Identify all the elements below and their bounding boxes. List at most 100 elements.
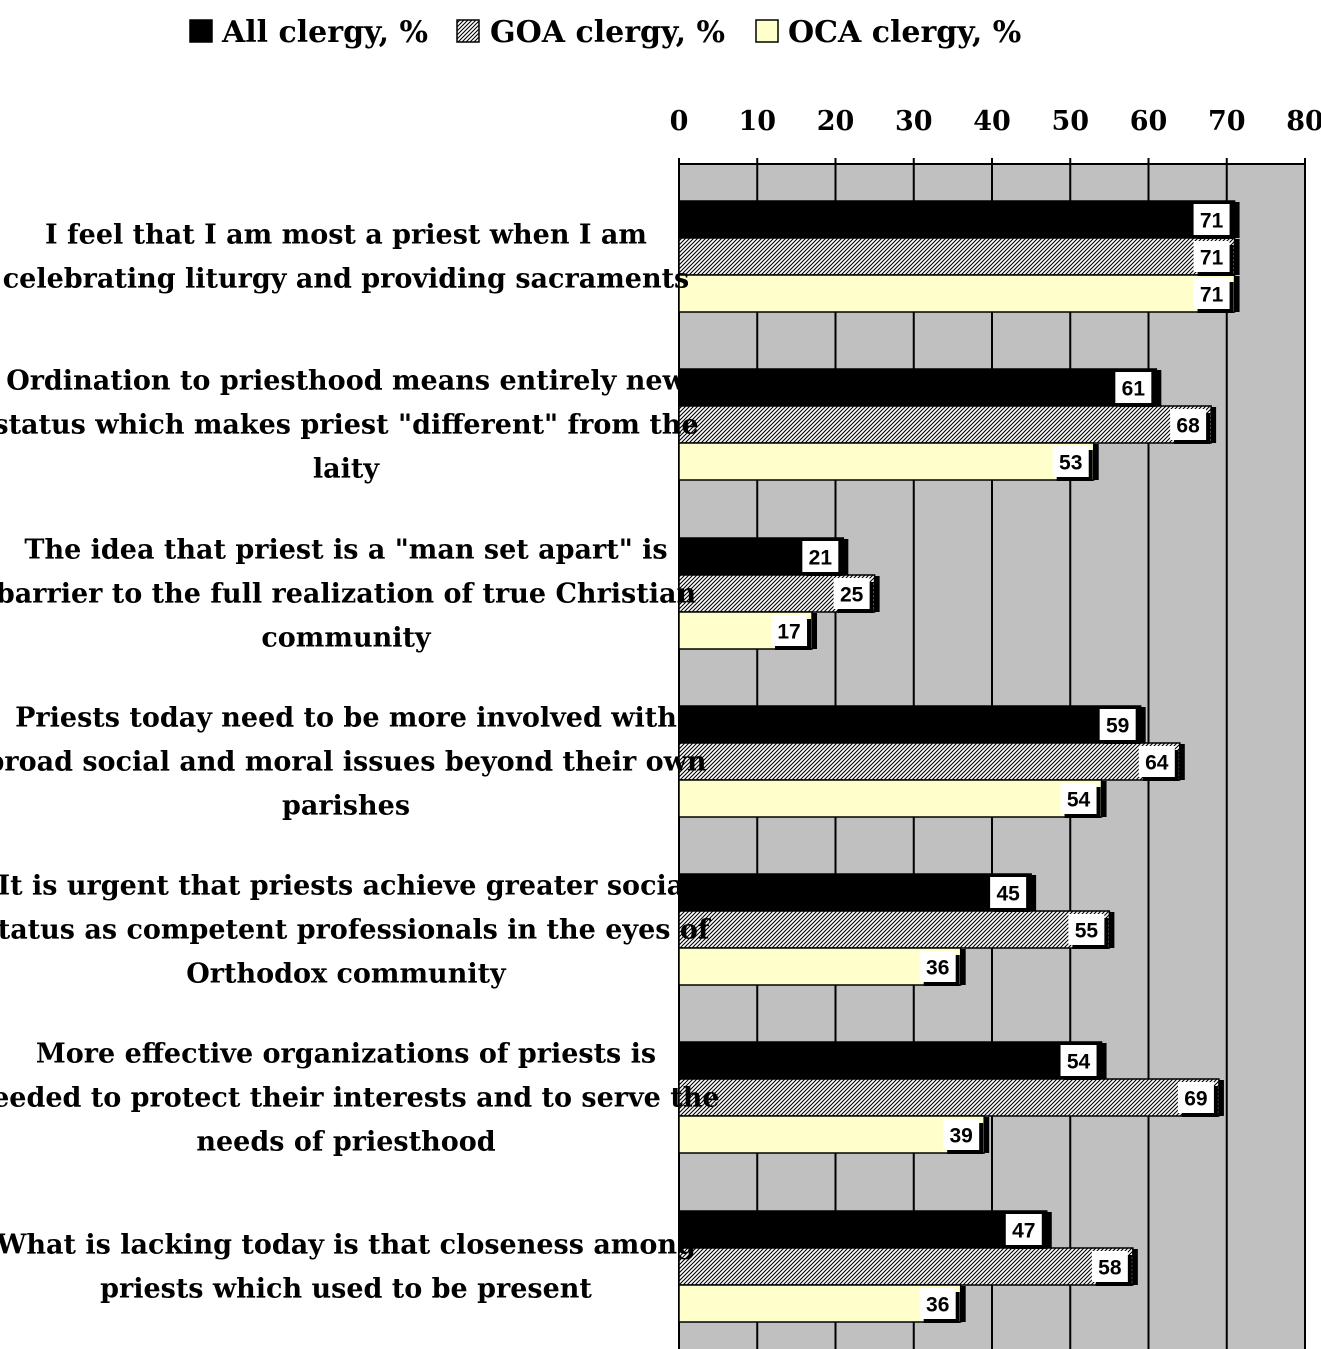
legend-label: OCA clergy, % bbox=[788, 15, 1021, 50]
svg-text:17: 17 bbox=[777, 621, 800, 644]
bar-shadow bbox=[1093, 444, 1099, 480]
category-label-line: needs of priesthood bbox=[196, 1127, 495, 1158]
svg-text:59: 59 bbox=[1106, 715, 1129, 738]
svg-text:64: 64 bbox=[1145, 752, 1169, 775]
category-label-line: status which makes priest "different" fr… bbox=[0, 410, 699, 441]
bar-diagonal-hatch bbox=[678, 405, 1212, 444]
category-label: More effective organizations of priests … bbox=[0, 1039, 720, 1158]
legend-swatch bbox=[755, 19, 779, 43]
data-label: 58 bbox=[1091, 1251, 1132, 1286]
x-tick-label: 20 bbox=[817, 106, 855, 137]
x-tick-label: 60 bbox=[1130, 106, 1168, 137]
category-label-line: More effective organizations of priests … bbox=[36, 1039, 656, 1070]
bar-light-fill bbox=[678, 779, 1103, 818]
bar-shadow bbox=[843, 539, 849, 575]
category-label: The idea that priest is a "man set apart… bbox=[0, 535, 696, 654]
x-tick-label: 0 bbox=[670, 106, 689, 137]
x-tick-label: 40 bbox=[973, 106, 1011, 137]
svg-text:25: 25 bbox=[840, 584, 864, 607]
bar-shadow bbox=[812, 613, 818, 649]
data-label: 59 bbox=[1099, 709, 1140, 744]
bar-diagonal-hatch bbox=[678, 910, 1111, 949]
data-label: 61 bbox=[1115, 372, 1156, 407]
svg-text:36: 36 bbox=[926, 1294, 949, 1317]
x-tick-label: 70 bbox=[1208, 106, 1246, 137]
category-label-line: celebrating liturgy and providing sacram… bbox=[3, 264, 690, 295]
data-label: 71 bbox=[1193, 241, 1234, 276]
category-label-line: Ordination to priesthood means entirely … bbox=[6, 366, 686, 397]
legend-label: All clergy, % bbox=[221, 15, 428, 50]
bar-solid bbox=[678, 368, 1158, 407]
data-label: 64 bbox=[1138, 746, 1179, 781]
svg-text:69: 69 bbox=[1184, 1088, 1207, 1111]
bar-diagonal-hatch bbox=[678, 237, 1236, 276]
svg-text:36: 36 bbox=[926, 957, 949, 980]
bar-shadow bbox=[1218, 1080, 1224, 1116]
legend-label: GOA clergy, % bbox=[490, 15, 725, 50]
x-tick-label: 50 bbox=[1051, 106, 1089, 137]
bar-solid bbox=[678, 1041, 1103, 1080]
data-label: 71 bbox=[1193, 204, 1234, 239]
bar-diagonal-hatch bbox=[678, 742, 1181, 781]
bar-diagonal-hatch bbox=[678, 1078, 1220, 1117]
category-label: Ordination to priesthood means entirely … bbox=[0, 366, 699, 485]
category-label: I feel that I am most a priest when I am… bbox=[3, 220, 690, 295]
legend-item: OCA clergy, % bbox=[755, 15, 1021, 50]
data-label: 47 bbox=[1005, 1214, 1046, 1249]
svg-text:45: 45 bbox=[996, 883, 1020, 906]
legend-item: GOA clergy, % bbox=[456, 15, 725, 50]
bar-light-fill bbox=[678, 1284, 962, 1323]
bar-shadow bbox=[1179, 744, 1185, 780]
bar-shadow bbox=[1234, 276, 1240, 312]
bar-shadow bbox=[1101, 781, 1107, 817]
data-label: 25 bbox=[833, 578, 874, 613]
x-tick-label: 80 bbox=[1286, 106, 1321, 137]
bar-solid bbox=[678, 705, 1142, 744]
bar-shadow bbox=[1132, 1249, 1138, 1285]
bar-shadow bbox=[1109, 912, 1115, 948]
data-label: 69 bbox=[1177, 1082, 1218, 1117]
legend-swatch bbox=[189, 19, 213, 43]
bar-shadow bbox=[1234, 202, 1240, 238]
svg-text:58: 58 bbox=[1098, 1257, 1122, 1280]
bar-shadow bbox=[1234, 239, 1240, 275]
svg-text:68: 68 bbox=[1176, 415, 1200, 438]
category-label-line: The idea that priest is a "man set apart… bbox=[24, 535, 667, 566]
bar-solid bbox=[678, 873, 1032, 912]
bar-diagonal-hatch bbox=[678, 1247, 1134, 1286]
legend-item: All clergy, % bbox=[189, 15, 428, 50]
x-tick-label: 10 bbox=[738, 106, 776, 137]
data-label: 68 bbox=[1170, 409, 1211, 444]
data-label: 39 bbox=[943, 1119, 984, 1154]
svg-text:53: 53 bbox=[1059, 452, 1082, 475]
bar-shadow bbox=[1101, 1043, 1107, 1079]
legend-swatch bbox=[456, 19, 480, 43]
svg-text:54: 54 bbox=[1067, 1051, 1091, 1074]
category-label: What is lacking today is that closeness … bbox=[0, 1230, 696, 1305]
svg-text:55: 55 bbox=[1075, 920, 1099, 943]
data-label: 17 bbox=[771, 615, 812, 650]
bar-shadow bbox=[1156, 370, 1162, 406]
category-label-line: It is urgent that priests achieve greate… bbox=[0, 871, 695, 902]
svg-text:71: 71 bbox=[1200, 210, 1224, 233]
category-label-line: laity bbox=[313, 454, 380, 485]
x-tick-label: 30 bbox=[895, 106, 933, 137]
svg-text:71: 71 bbox=[1200, 284, 1224, 307]
category-label-line: status as competent professionals in the… bbox=[0, 915, 712, 946]
data-label: 71 bbox=[1193, 278, 1234, 313]
category-label-line: priests which used to be present bbox=[100, 1274, 592, 1305]
category-label-line: Priests today need to be more involved w… bbox=[15, 703, 677, 734]
bar-solid bbox=[678, 200, 1236, 239]
data-label: 55 bbox=[1068, 914, 1109, 949]
bar-shadow bbox=[1046, 1212, 1052, 1248]
svg-text:47: 47 bbox=[1012, 1220, 1035, 1243]
data-label: 36 bbox=[919, 951, 960, 986]
category-label: Priests today need to be more involved w… bbox=[0, 703, 707, 822]
svg-text:54: 54 bbox=[1067, 789, 1091, 812]
category-label: It is urgent that priests achieve greate… bbox=[0, 871, 712, 990]
data-label: 36 bbox=[919, 1288, 960, 1323]
data-label: 53 bbox=[1052, 446, 1093, 481]
data-label: 45 bbox=[990, 877, 1031, 912]
